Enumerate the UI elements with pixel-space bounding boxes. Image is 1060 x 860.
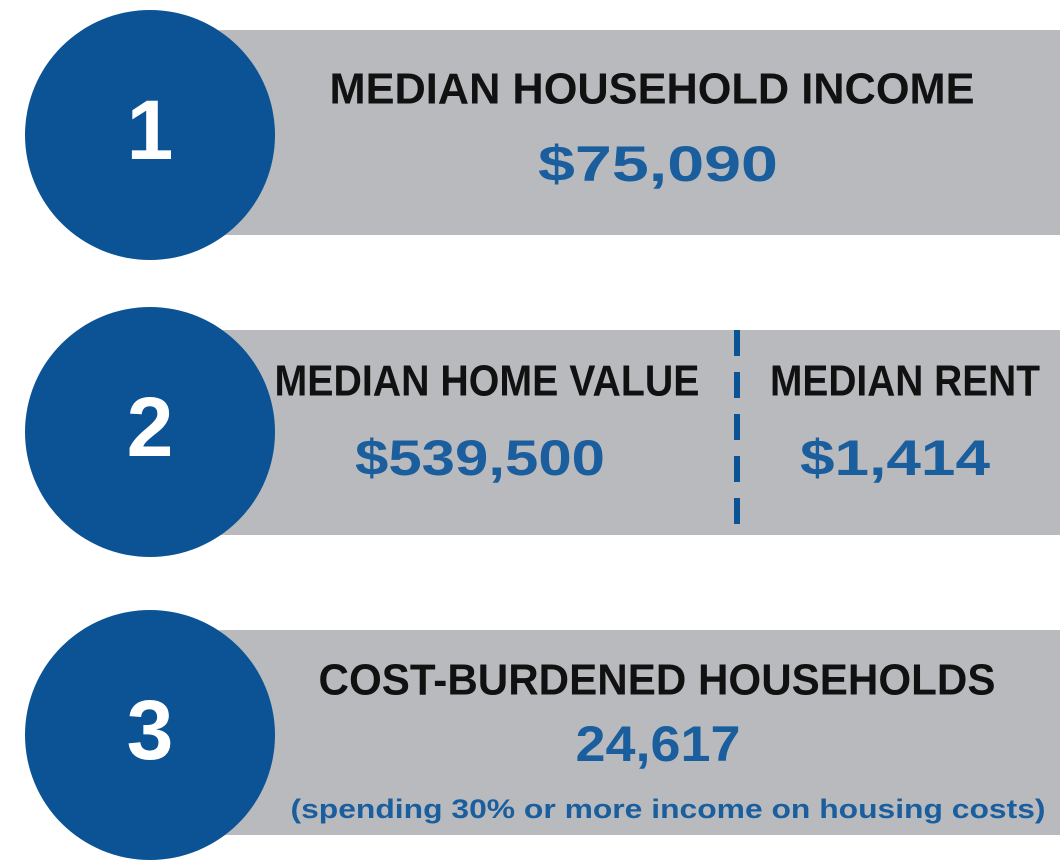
stat-value: 24,617 [576, 716, 741, 772]
stat-label: MEDIAN HOUSEHOLD INCOME [330, 65, 975, 114]
stat-panel [200, 630, 1060, 835]
number-badge [25, 610, 275, 860]
stat-value: $539,500 [355, 430, 605, 486]
stat-value: $75,090 [538, 136, 778, 192]
stat-panel [200, 30, 1060, 235]
stat-value: $1,414 [800, 430, 990, 486]
stat-label: COST-BURDENED HOUSEHOLDS [319, 656, 996, 705]
row-number: 2 [127, 380, 174, 474]
stat-note: (spending 30% or more income on housing … [291, 794, 1046, 824]
number-badge [25, 307, 275, 557]
stat-label: MEDIAN RENT [770, 357, 1040, 406]
row-number: 3 [127, 683, 174, 777]
stat-label: MEDIAN HOME VALUE [275, 357, 700, 406]
stat-panel [200, 330, 1060, 535]
number-badge [25, 10, 275, 260]
row-number: 1 [127, 83, 174, 177]
